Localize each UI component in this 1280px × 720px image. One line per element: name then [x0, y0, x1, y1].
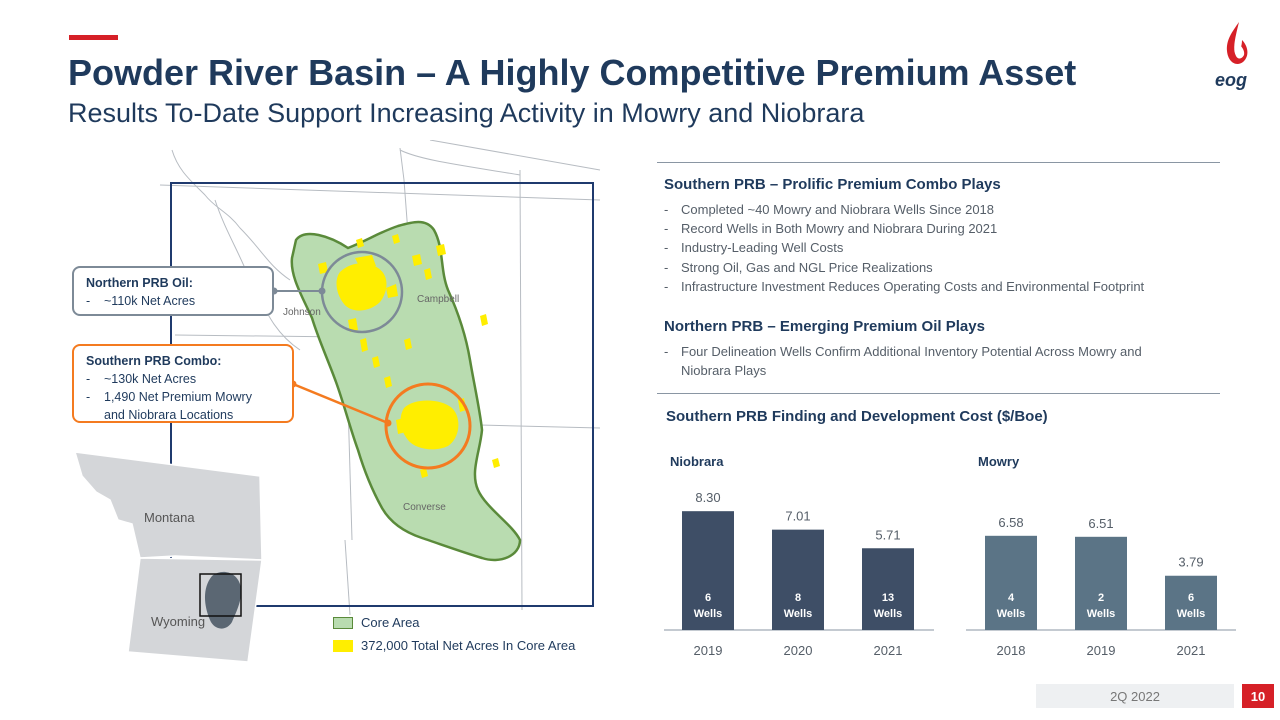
- northern-heading: Northern PRB – Emerging Premium Oil Play…: [664, 318, 985, 335]
- bar: [682, 511, 734, 630]
- wells-label: Wells: [997, 608, 1026, 620]
- legend-label: 372,000 Total Net Acres In Core Area: [361, 638, 576, 653]
- county-johnson: Johnson: [283, 307, 321, 318]
- well-count-label: 6: [705, 592, 711, 604]
- legend-swatch-acres: [333, 639, 353, 652]
- well-count-label: 13: [882, 592, 894, 604]
- southern-combo-line: and Niobrara Locations: [104, 408, 234, 422]
- page-subtitle: Results To-Date Support Increasing Activ…: [68, 98, 865, 128]
- x-tick-label: 2019: [1087, 643, 1116, 658]
- southern-combo-line: 1,490 Net Premium Mowry: [104, 390, 252, 404]
- state-inset-map: [73, 451, 263, 663]
- data-label: 7.01: [785, 509, 810, 524]
- divider-middle: [657, 393, 1220, 394]
- legend-net-acres: 372,000 Total Net Acres In Core Area: [333, 638, 575, 653]
- legend-swatch-core: [333, 616, 353, 629]
- wyoming-label: Wyoming: [151, 614, 206, 629]
- divider-top: [657, 162, 1220, 163]
- bullet-item: Industry-Leading Well Costs: [681, 240, 844, 256]
- x-tick-label: 2020: [784, 643, 813, 658]
- combo-callout-connector: [292, 382, 389, 425]
- northern-oil-title: Northern PRB Oil:: [86, 276, 193, 290]
- panel-title: Mowry: [978, 454, 1020, 469]
- northern-oil-line: ~110k Net Acres: [104, 294, 196, 308]
- footer-date: 2Q 2022: [1036, 684, 1234, 708]
- inset-locator-box: [199, 573, 242, 617]
- bar: [862, 548, 914, 630]
- bullet-item: Record Wells in Both Mowry and Niobrara …: [681, 221, 998, 237]
- x-tick-label: 2021: [1177, 643, 1206, 658]
- bullet-item: Four Delineation Wells Confirm Additiona…: [681, 344, 1142, 359]
- wells-label: Wells: [784, 608, 813, 620]
- northern-oil-callout: Northern PRB Oil: - ~110k Net Acres: [72, 266, 274, 316]
- bar: [1075, 536, 1127, 630]
- bar: [772, 529, 824, 630]
- page-title: Powder River Basin – A Highly Competitiv…: [68, 52, 1077, 93]
- page-number: 10: [1242, 684, 1274, 708]
- well-count-label: 4: [1008, 592, 1015, 604]
- southern-combo-circle: [384, 382, 472, 470]
- legend-label: Core Area: [361, 615, 420, 630]
- prb-map: [73, 140, 601, 663]
- county-converse: Converse: [403, 502, 446, 513]
- southern-combo-line: ~130k Net Acres: [104, 372, 197, 386]
- logo-text: eog: [1215, 70, 1247, 90]
- bullet-item: Strong Oil, Gas and NGL Price Realizatio…: [681, 259, 933, 275]
- data-label: 5.71: [875, 527, 900, 542]
- bar: [1165, 575, 1217, 630]
- bullet-item: Niobrara Plays: [681, 363, 767, 379]
- southern-bullets: - Completed ~40 Mowry and Niobrara Wells …: [664, 200, 1144, 296]
- data-label: 6.58: [998, 515, 1023, 530]
- county-campbell: Campbell: [417, 294, 460, 305]
- chart-title: Southern PRB Finding and Development Cos…: [666, 408, 1048, 425]
- eog-logo: eog: [1215, 22, 1248, 90]
- data-label: 6.51: [1088, 516, 1113, 531]
- southern-heading: Southern PRB – Prolific Premium Combo Pl…: [664, 176, 1001, 193]
- wells-label: Wells: [1177, 608, 1206, 620]
- bullet-item: Completed ~40 Mowry and Niobrara Wells S…: [681, 202, 995, 217]
- acreage-clusters: [318, 234, 500, 478]
- title-accent-bar: [69, 35, 118, 40]
- wells-label: Wells: [694, 608, 723, 620]
- x-tick-label: 2019: [694, 643, 723, 658]
- southern-combo-callout: Southern PRB Combo: - ~130k Net Acres -1,…: [72, 344, 294, 423]
- panel-title: Niobrara: [670, 454, 724, 469]
- legend-core-area: Core Area: [333, 615, 420, 630]
- wells-label: Wells: [1087, 608, 1116, 620]
- well-count-label: 6: [1188, 592, 1194, 604]
- southern-combo-title: Southern PRB Combo:: [86, 354, 222, 368]
- data-label: 8.30: [695, 490, 720, 505]
- well-count-label: 8: [795, 592, 801, 604]
- bar: [985, 535, 1037, 630]
- well-count-label: 2: [1098, 592, 1104, 604]
- data-label: 3.79: [1178, 555, 1203, 570]
- x-tick-label: 2021: [874, 643, 903, 658]
- northern-bullets: - Four Delineation Wells Confirm Addition…: [664, 342, 1142, 380]
- montana-shape: [73, 451, 263, 561]
- montana-label: Montana: [144, 510, 195, 525]
- bullet-item: Infrastructure Investment Reduces Operat…: [681, 278, 1145, 294]
- wells-label: Wells: [874, 608, 903, 620]
- x-tick-label: 2018: [997, 643, 1026, 658]
- prb-shape: [205, 571, 242, 629]
